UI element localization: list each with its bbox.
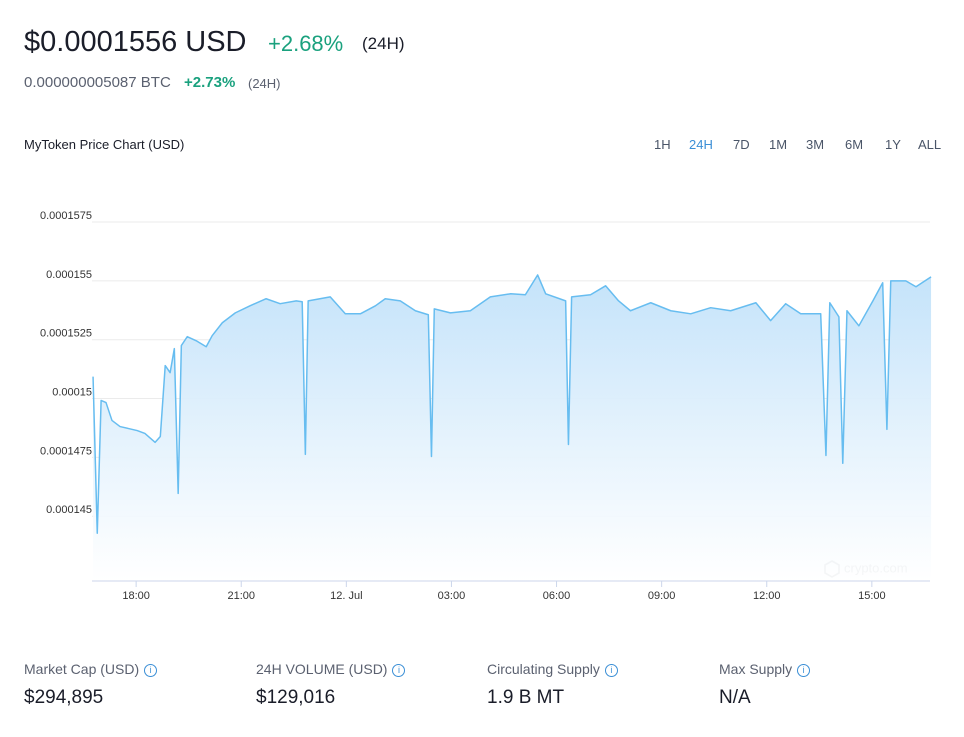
stat-value: 1.9 B MT: [487, 687, 565, 708]
btc-change: +2.73%: [184, 74, 236, 91]
x-tick-label: 06:00: [543, 590, 571, 602]
info-icon[interactable]: i: [797, 664, 811, 677]
range-button[interactable]: 1H: [654, 137, 671, 152]
btc-price: 0.000000005087 BTC: [24, 74, 171, 91]
stat-label: Max Supply i: [719, 661, 811, 677]
chart-title: MyToken Price Chart (USD): [24, 137, 185, 152]
watermark-text: crypto.com: [844, 560, 908, 575]
y-tick-label: 0.000145: [46, 504, 92, 516]
stat-label: Market Cap (USD) i: [24, 661, 158, 677]
price: $0.0001556 USD: [24, 26, 247, 58]
y-tick-label: 0.0001575: [40, 210, 92, 222]
info-icon[interactable]: i: [144, 664, 158, 677]
range-button[interactable]: 3M: [806, 137, 825, 152]
range-button[interactable]: ALL: [918, 137, 942, 152]
stat-label: 24H VOLUME (USD) i: [256, 661, 406, 677]
area: [93, 274, 932, 581]
range-button[interactable]: 24H: [689, 137, 713, 152]
range-button[interactable]: 7D: [733, 137, 750, 152]
y-tick-label: 0.000155: [46, 269, 92, 281]
range-button[interactable]: 6M: [845, 137, 864, 152]
price-change: +2.68%: [268, 31, 344, 56]
x-tick-label: 03:00: [438, 590, 466, 602]
range-button[interactable]: 1M: [769, 137, 788, 152]
stat-value: $129,016: [256, 687, 336, 708]
stat-value: N/A: [719, 687, 751, 708]
x-tick-label: 09:00: [648, 590, 676, 602]
stat-label: Circulating Supply i: [487, 661, 618, 677]
x-tick-label: 21:00: [227, 590, 255, 602]
y-tick-label: 0.00015: [52, 386, 92, 398]
line: [92, 274, 932, 534]
x-tick-label: 18:00: [122, 590, 150, 602]
info-icon[interactable]: i: [604, 664, 618, 677]
stat-value: $294,895: [24, 687, 104, 708]
range-button[interactable]: 1Y: [885, 137, 901, 152]
change-period: (24H): [362, 34, 405, 53]
x-tick-label: 12:00: [753, 590, 781, 602]
y-tick-label: 0.0001525: [40, 328, 92, 340]
x-tick-label: 15:00: [858, 590, 886, 602]
y-tick-label: 0.0001475: [40, 445, 92, 457]
btc-change-period: (24H): [248, 76, 281, 91]
info-icon[interactable]: i: [392, 664, 406, 677]
x-tick-label: 12. Jul: [330, 590, 362, 602]
watermark: crypto.com: [824, 560, 908, 578]
